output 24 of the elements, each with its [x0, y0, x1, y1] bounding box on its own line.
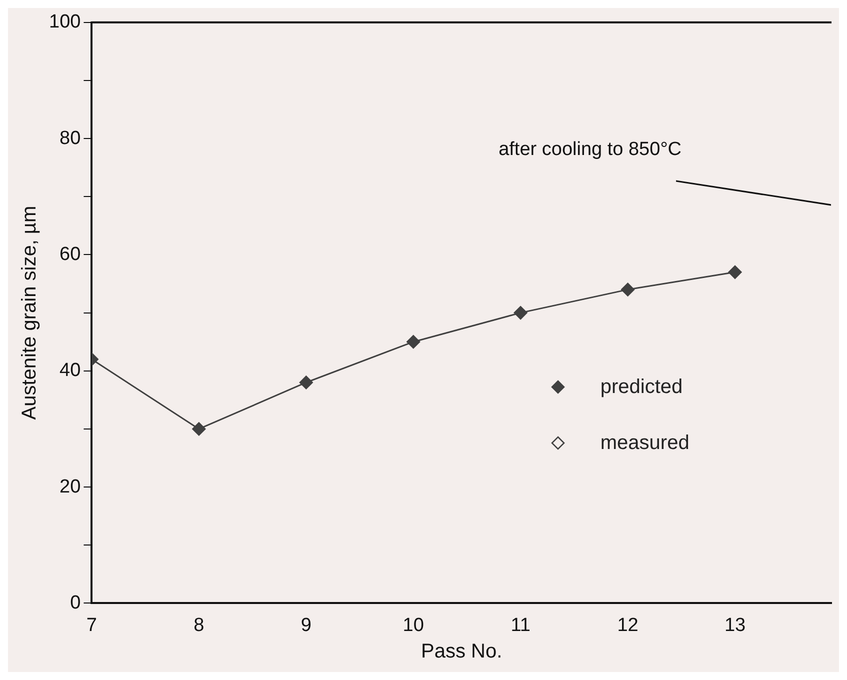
- point: [728, 265, 742, 279]
- y-tick-label: 20: [60, 476, 81, 498]
- point: [299, 376, 313, 390]
- y-tick-label: 80: [60, 128, 81, 149]
- x-tick-label: 11: [510, 614, 530, 636]
- annotation: after cooling to 850°C: [498, 138, 682, 161]
- x-tick-label: 8: [194, 614, 204, 636]
- point: [192, 422, 206, 436]
- x-tick-label: 13: [724, 614, 746, 636]
- point: [406, 335, 420, 349]
- x-tick-label: 9: [300, 614, 312, 636]
- y-tick-label: 0: [70, 592, 81, 614]
- y-tick-label: 40: [60, 360, 81, 382]
- y-axis-title: Austenite grain size, µm: [18, 206, 41, 420]
- point: [514, 306, 528, 320]
- x-tick-label: 12: [617, 614, 638, 636]
- legend-label: measured: [600, 432, 690, 455]
- point: [621, 282, 635, 296]
- legend-label: predicted: [600, 376, 683, 399]
- y-tick-label: 60: [60, 244, 81, 265]
- x-tick-label: 10: [402, 614, 424, 636]
- x-tick-label: 7: [86, 614, 97, 636]
- x-axis-title: Pass No.: [421, 640, 502, 663]
- y-tick-label: 100: [49, 12, 81, 33]
